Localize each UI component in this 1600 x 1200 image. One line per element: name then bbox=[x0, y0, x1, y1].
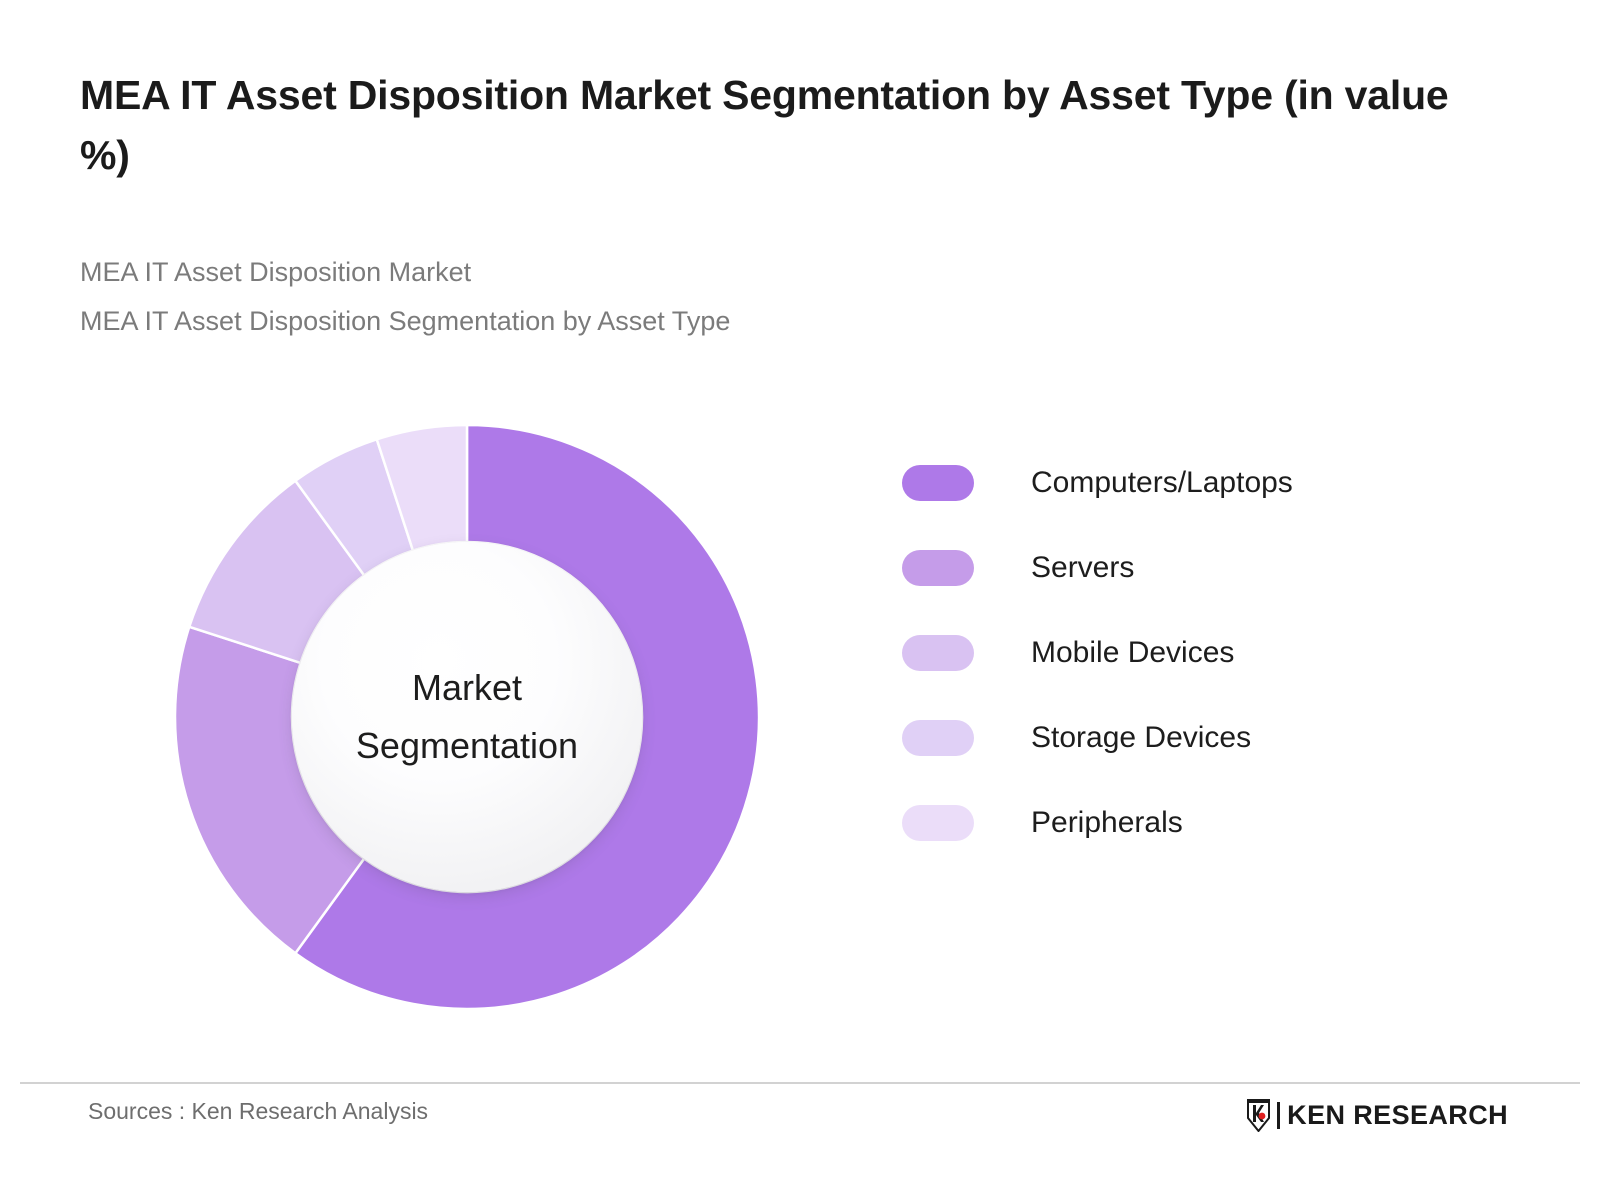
legend-item-label: Peripherals bbox=[1031, 805, 1183, 839]
subtitle-line-2: MEA IT Asset Disposition Segmentation by… bbox=[80, 306, 731, 337]
legend-item[interactable]: Storage Devices bbox=[902, 695, 1522, 780]
footer-divider bbox=[20, 1082, 1580, 1084]
legend-item[interactable]: Servers bbox=[902, 525, 1522, 610]
brand-name: KEN RESEARCH bbox=[1287, 1099, 1508, 1130]
donut-center-hub: Market Segmentation bbox=[292, 542, 642, 892]
legend-swatch-icon bbox=[902, 549, 974, 586]
legend-swatch-icon bbox=[902, 634, 974, 671]
legend-item-label: Computers/Laptops bbox=[1031, 465, 1293, 499]
legend-item[interactable]: Computers/Laptops bbox=[902, 440, 1522, 525]
donut-slices-svg bbox=[173, 423, 761, 1011]
donut-slice-group bbox=[173, 423, 761, 1011]
chart-legend: Computers/Laptops Servers Mobile Devices St… bbox=[902, 440, 1522, 865]
ken-research-shield-k-logo-icon bbox=[1245, 1098, 1272, 1133]
legend-swatch-icon bbox=[902, 464, 974, 501]
donut-center-label-line-1: Market bbox=[411, 666, 523, 708]
subtitle-line-1: MEA IT Asset Disposition Market bbox=[80, 257, 472, 287]
page-subtitle: MEA IT Asset Disposition Market MEA IT A… bbox=[80, 248, 1280, 347]
donut-chart: Market Segmentation bbox=[0, 400, 880, 1040]
legend-item-label: Servers bbox=[1031, 550, 1135, 584]
legend-swatch-icon bbox=[902, 804, 974, 841]
legend-swatch-icon bbox=[902, 719, 974, 756]
donut-ring-container: Market Segmentation bbox=[173, 423, 761, 1011]
legend-item[interactable]: Mobile Devices bbox=[902, 610, 1522, 695]
page-title: MEA IT Asset Disposition Market Segmenta… bbox=[80, 72, 1449, 178]
donut-center-label-line-2: Segmentation bbox=[355, 725, 579, 766]
brand-divider bbox=[1277, 1101, 1281, 1129]
brand-logo: KEN RESEARCH bbox=[1245, 1095, 1508, 1135]
legend-item-label: Storage Devices bbox=[1031, 720, 1252, 754]
footer-sources: Sources : Ken Research Analysis bbox=[88, 1098, 429, 1124]
legend-item[interactable]: Peripherals bbox=[902, 780, 1522, 865]
legend-item-label: Mobile Devices bbox=[1031, 635, 1235, 669]
